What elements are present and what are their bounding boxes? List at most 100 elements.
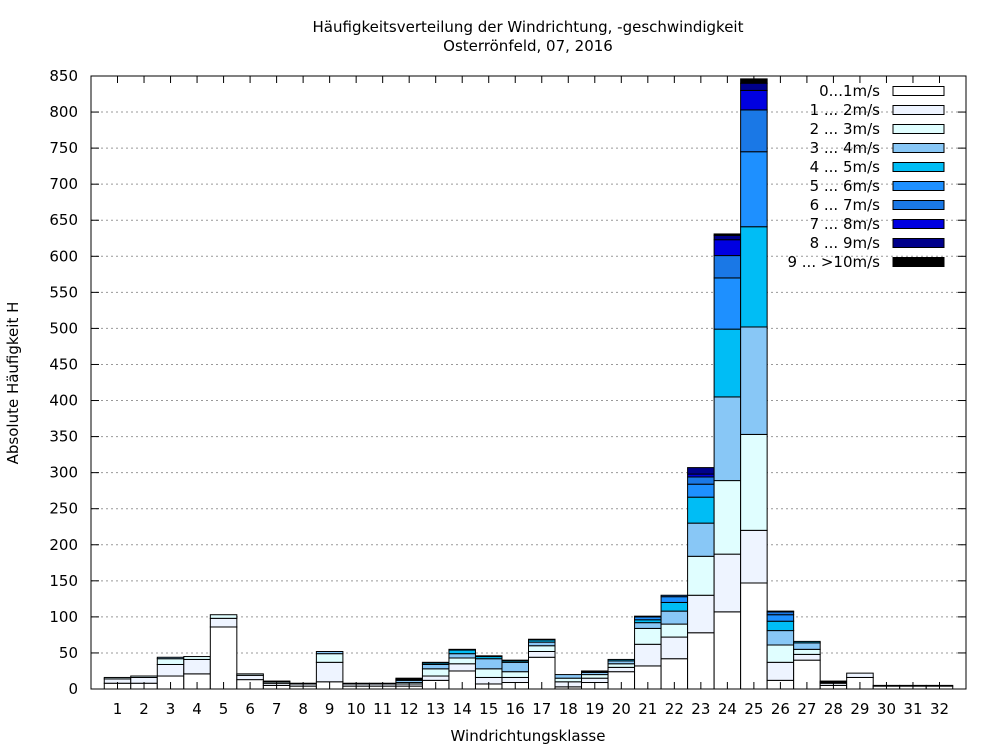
y-tick-label: 850 [49,67,78,85]
bar-segment-23-series-1 [687,632,715,690]
legend-swatch [892,143,945,153]
y-tick-label: 750 [49,139,78,157]
bar-segment-9-series-2 [315,661,344,683]
x-tick-label: 13 [426,700,445,718]
bar-segment-3-series-4 [156,656,185,660]
bar-segment-25-series-7 [740,109,768,153]
bar-segment-5-series-1 [209,626,238,690]
bar-segment-26-series-5 [766,620,795,632]
bar-segment-16-series-6 [501,659,530,662]
legend-swatch [892,181,945,191]
bar-segment-14-series-6 [448,648,476,651]
bar-segment-13-series-2 [421,675,450,681]
x-tick-label: 5 [219,700,229,718]
y-tick-label: 100 [49,608,78,626]
y-tick-label: 50 [59,644,78,662]
x-tick-label: 14 [453,700,472,718]
x-tick-label: 30 [877,700,896,718]
y-tick-label: 0 [68,680,78,698]
bar-segment-19-series-6 [581,670,609,673]
bar-segment-18-series-4 [554,674,583,679]
bar-segment-2-series-3 [130,675,158,678]
bar-segment-20-series-2 [607,666,636,673]
x-tick-label: 9 [325,700,335,718]
bar-segment-20-series-5 [607,658,636,662]
bar-segment-25-series-4 [740,326,768,435]
x-axis: 1 2 3 4 5 6 7 8 9 10 11 12 13 14 15 16 17 18 19 20 21 22 23 24 2… [113,76,949,718]
legend-label: 1 ... 2m/s [810,101,881,119]
bar-segment-24-series-8 [713,239,742,257]
legend-label: 7 ... 8m/s [810,215,881,233]
bar-segment-24-series-7 [713,255,742,279]
bar-segment-26-series-2 [766,661,795,681]
y-tick-label: 600 [49,247,78,265]
legend-label: 5 ... 6m/s [810,177,881,195]
gridlines [91,111,966,654]
bar-segment-26-series-6 [766,614,795,622]
bar-segment-18-series-3 [554,677,583,683]
bar-segment-28-series-7 [819,680,848,683]
bar-segment-21-series-4 [634,622,662,629]
bar-segment-9-series-4 [315,650,344,655]
x-tick-label: 25 [744,700,763,718]
bar-segment-25-series-3 [740,433,768,531]
bar-segment-23-series-4 [687,522,715,557]
x-tick-label: 15 [479,700,498,718]
x-tick-label: 23 [691,700,710,718]
y-tick-label: 300 [49,464,78,482]
bar-segment-19-series-2 [581,677,609,684]
x-tick-label: 24 [718,700,737,718]
bar-segment-13-series-6 [421,661,450,664]
bar-segment-14-series-3 [448,657,476,665]
y-tick-label: 250 [49,500,78,518]
bar-segment-24-series-5 [713,328,742,398]
bar-segment-12-series-7 [395,677,423,680]
x-tick-label: 18 [559,700,578,718]
bar-segment-4-series-3 [183,656,211,660]
bar-segment-24-series-9 [713,234,742,241]
legend-label: 4 ... 5m/s [810,158,881,176]
bar-segment-5-series-2 [209,617,238,628]
x-tick-label: 6 [245,700,255,718]
bar-segment-15-series-3 [474,668,503,678]
x-tick-label: 12 [400,700,419,718]
legend-label: 2 ... 3m/s [810,120,881,138]
y-tick-label: 650 [49,211,78,229]
bar-segment-22-series-3 [660,623,689,638]
legend-label: 8 ... 9m/s [810,234,881,252]
y-tick-label: 150 [49,572,78,590]
legend-swatch [892,124,945,134]
bar-segment-27-series-2 [793,653,821,661]
x-tick-label: 2 [139,700,149,718]
y-tick-label: 500 [49,319,78,337]
bar-segment-21-series-3 [634,627,662,645]
bar-segment-26-series-8 [766,610,795,613]
bar-segment-23-series-9 [687,467,715,475]
legend-swatch [892,200,945,210]
bar-segment-14-series-5 [448,649,476,655]
bar-segment-23-series-3 [687,555,715,596]
legend-swatch [892,219,945,229]
bar-segment-22-series-2 [660,636,689,660]
y-tick-label: 400 [49,392,78,410]
bar-segment-13-series-3 [421,668,450,677]
bar-segment-6-series-3 [236,673,264,676]
x-tick-label: 16 [506,700,525,718]
legend: 0...1m/s1 ... 2m/s2 ... 3m/s3 ... 4m/s4 … [787,82,945,271]
y-tick-label: 450 [49,355,78,373]
bar-segment-9-series-3 [315,653,344,663]
bar-segment-17-series-2 [528,650,556,658]
bar-segment-27-series-3 [793,648,821,655]
bar-segment-5-series-3 [209,614,238,619]
bar-segment-24-series-6 [713,277,742,330]
bar-segment-16-series-2 [501,676,530,684]
bar-segment-1-series-3 [103,676,132,680]
bar-segment-19-series-3 [581,674,609,679]
bar-segment-23-series-7 [687,476,715,485]
chart-subtitle: Osterrönfeld, 07, 2016 [443,37,613,55]
x-tick-label: 1 [113,700,123,718]
bar-segment-13-series-4 [421,663,450,670]
bar-segment-24-series-3 [713,480,742,555]
bar-segment-23-series-2 [687,594,715,634]
